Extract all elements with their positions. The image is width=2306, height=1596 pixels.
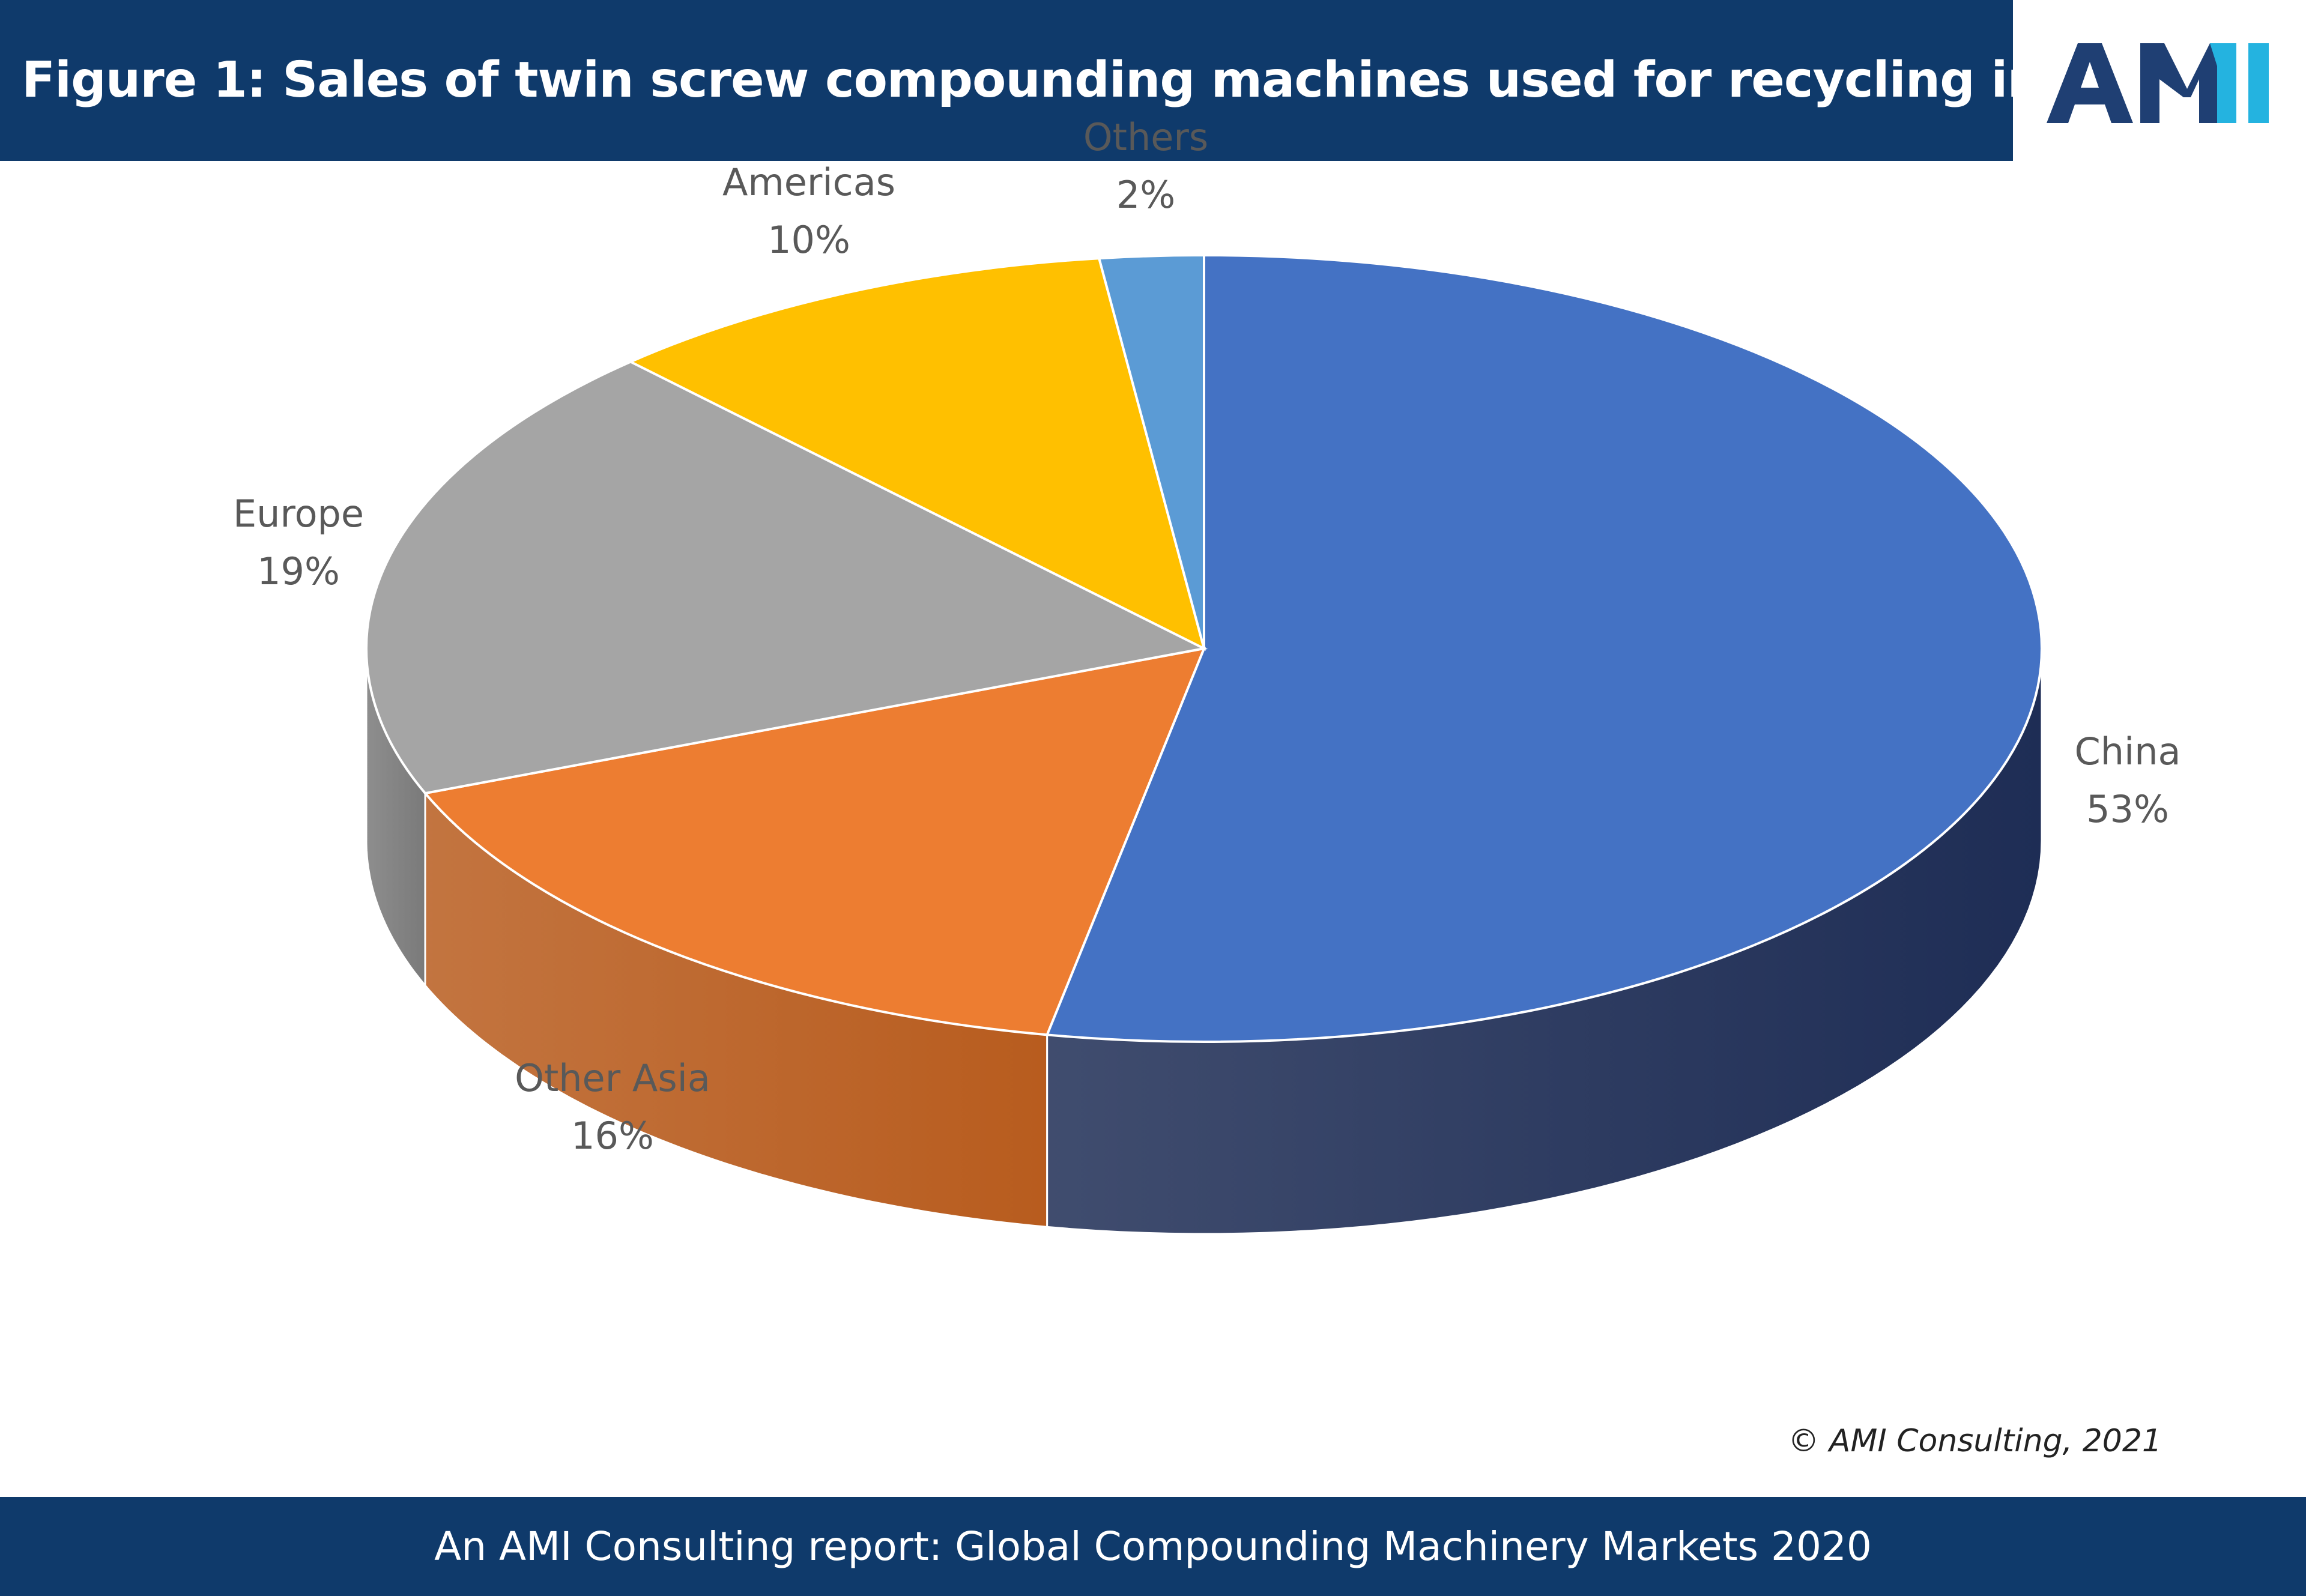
ami-logo — [2013, 0, 2306, 161]
pie-slice-other-asia — [423, 647, 1206, 1036]
pie-label-others: Others 2% — [1083, 109, 1208, 224]
pie-label-name: Other Asia — [515, 1056, 710, 1100]
pie-label-name: Others — [1083, 115, 1209, 159]
logo-m-accent — [2210, 43, 2236, 123]
title-band: Figure 1: Sales of twin screw compoundin… — [0, 0, 2194, 161]
pie-slice-americas — [628, 257, 1206, 651]
pie-label-other-asia: Other Asia 16% — [515, 1050, 710, 1165]
pie-slice-china — [1045, 253, 2043, 1043]
ami-logo-mark — [2047, 43, 2269, 123]
pie-chart — [365, 253, 2043, 1235]
footer-band: An AMI Consulting report: Global Compoun… — [0, 1497, 2306, 1596]
pie-label-name: China — [2074, 730, 2181, 773]
chart-area: China 53% Other Asia 16% Europe 19% Americas 10… — [0, 115, 2306, 1497]
pie-slice-europe — [365, 360, 1208, 795]
chart-title: Figure 1: Sales of twin screw compoundin… — [22, 52, 2194, 109]
copyright-notice: © AMI Consulting, 2021 — [1788, 1423, 2162, 1459]
pie-label-name: Europe — [232, 492, 365, 536]
pie-label-value: 16% — [571, 1114, 654, 1158]
logo-letter-i — [2248, 43, 2269, 123]
pie-label-value: 2% — [1116, 173, 1176, 217]
pie-label-value: 53% — [2086, 787, 2169, 831]
logo-letter-m — [2140, 43, 2217, 123]
pie-label-china: China 53% — [2074, 723, 2180, 838]
logo-letter-a — [2047, 43, 2133, 123]
pie-label-americas: Americas 10% — [722, 154, 895, 269]
pie-label-value: 19% — [257, 549, 340, 593]
pie-label-value: 10% — [767, 218, 850, 262]
pie-label-name: Americas — [722, 160, 896, 204]
pie-label-europe: Europe 19% — [233, 485, 364, 600]
footer-text: An AMI Consulting report: Global Compoun… — [434, 1523, 1872, 1570]
pie-slice-others — [1097, 253, 1205, 649]
